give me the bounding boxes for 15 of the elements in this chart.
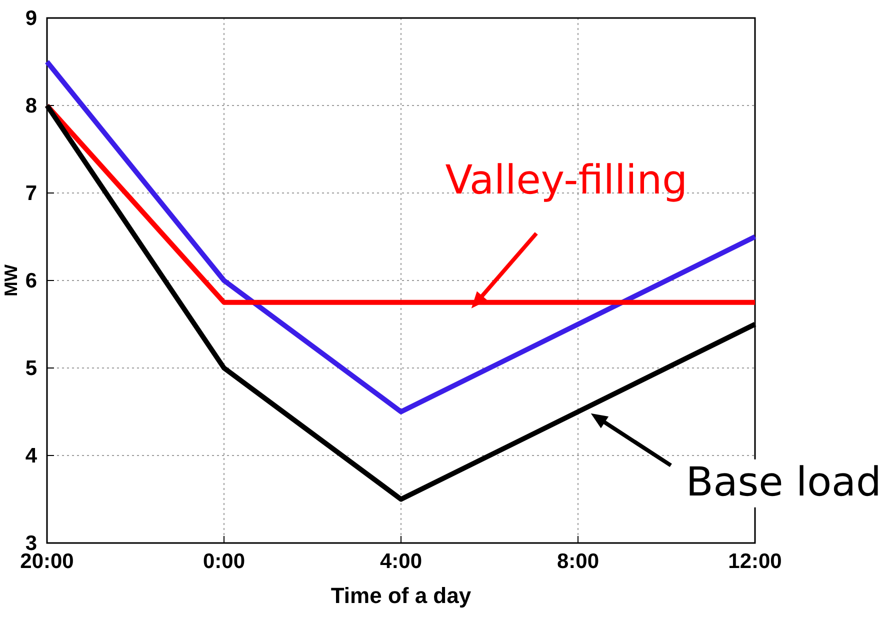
annotation: Base load <box>686 459 882 506</box>
y-tick-label: 8 <box>25 94 38 118</box>
x-tick-label: 12:00 <box>728 550 782 573</box>
x-axis-title: Time of a day <box>330 583 472 608</box>
annotation: Valley-filling <box>445 157 688 204</box>
y-tick-label: 7 <box>25 182 37 205</box>
y-tick-label: 5 <box>25 357 38 380</box>
x-tick-label: 4:00 <box>380 550 422 573</box>
x-tick-label: 8:00 <box>556 550 600 573</box>
y-tick-label: 4 <box>25 444 38 468</box>
y-tick-label: 6 <box>25 270 37 292</box>
x-tick-label: 20:00 <box>20 550 74 573</box>
y-axis-title: MW <box>1 264 21 296</box>
x-tick-label: 0:00 <box>202 550 246 573</box>
y-tick-label: 9 <box>25 7 37 30</box>
